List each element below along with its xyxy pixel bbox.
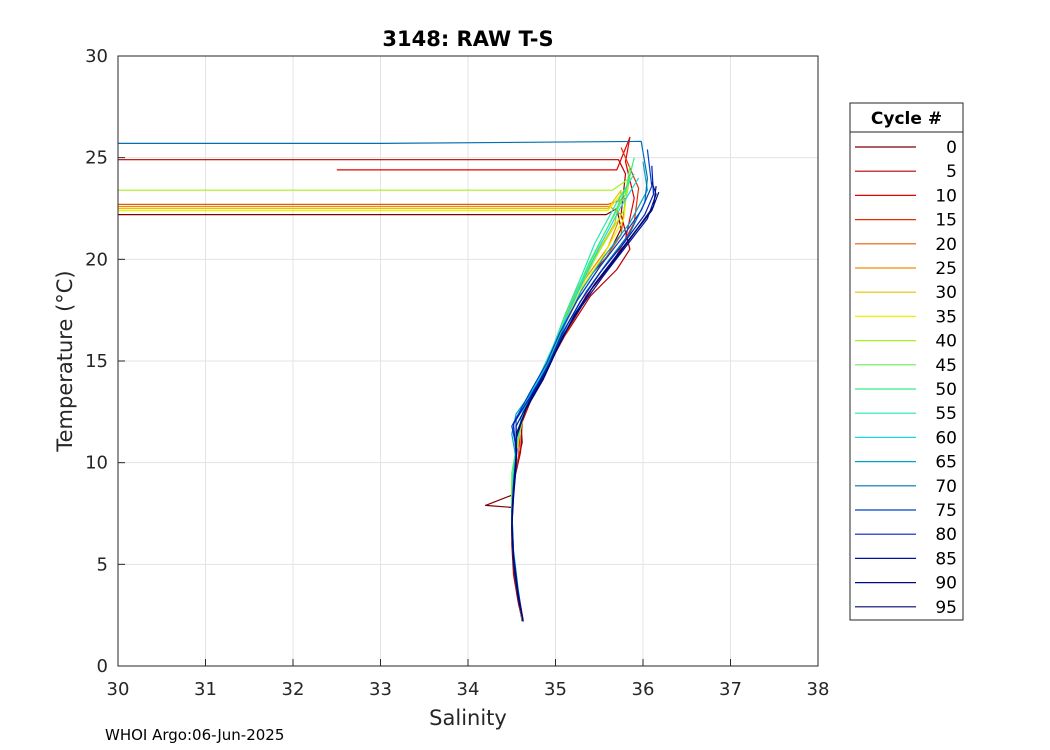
legend-label-18: 90 xyxy=(935,574,957,594)
legend-label-11: 55 xyxy=(935,404,957,424)
legend-label-15: 75 xyxy=(935,501,957,521)
y-tick-label-5: 25 xyxy=(85,148,108,169)
legend-label-7: 35 xyxy=(935,307,957,327)
x-tick-label-4: 34 xyxy=(457,679,480,700)
y-tick-label-1: 5 xyxy=(97,554,108,575)
legend-label-8: 40 xyxy=(935,332,957,352)
footer-credit: WHOI Argo:06-Jun-2025 xyxy=(105,726,284,744)
y-tick-label-4: 20 xyxy=(85,249,108,270)
x-tick-label-5: 35 xyxy=(544,679,567,700)
chart-title: 3148: RAW T-S xyxy=(382,27,553,51)
y-axis: 0 5 10 15 20 25 30 xyxy=(85,46,125,677)
x-tick-label-8: 38 xyxy=(807,679,830,700)
legend-label-1: 5 xyxy=(946,162,957,182)
legend-label-6: 30 xyxy=(935,283,957,303)
y-tick-label-6: 30 xyxy=(85,46,108,67)
y-axis-label: Temperature (°C) xyxy=(53,270,77,452)
legend-label-10: 50 xyxy=(935,380,957,400)
legend-label-17: 85 xyxy=(935,549,957,569)
series-line-19 xyxy=(511,191,660,622)
legend-label-19: 95 xyxy=(935,598,957,618)
legend-label-0: 0 xyxy=(946,138,957,158)
legend-label-9: 45 xyxy=(935,356,957,376)
x-tick-label-6: 36 xyxy=(632,679,655,700)
legend-label-2: 10 xyxy=(935,186,957,206)
legend-title: Cycle # xyxy=(871,109,942,129)
legend-label-12: 60 xyxy=(935,428,957,448)
y-tick-label-0: 0 xyxy=(97,656,108,677)
x-tick-label-7: 37 xyxy=(719,679,742,700)
legend-label-3: 15 xyxy=(935,211,957,231)
x-tick-label-0: 30 xyxy=(107,679,130,700)
x-axis-label: Salinity xyxy=(429,706,507,730)
legend-label-4: 20 xyxy=(935,235,957,255)
legend-label-14: 70 xyxy=(935,477,957,497)
x-tick-label-3: 33 xyxy=(369,679,392,700)
x-tick-label-1: 31 xyxy=(194,679,217,700)
legend-label-5: 25 xyxy=(935,259,957,279)
legend-label-13: 65 xyxy=(935,453,957,473)
legend: Cycle #0 5 10 15 20 25 30 35 40 45 50 55 60 65 70 75 80 8… xyxy=(849,102,964,621)
y-tick-label-3: 15 xyxy=(85,351,108,372)
y-tick-label-2: 10 xyxy=(85,453,108,474)
x-tick-label-2: 32 xyxy=(282,679,305,700)
legend-label-16: 80 xyxy=(935,525,957,545)
x-axis: 30 31 32 33 34 35 36 37 38 xyxy=(107,659,830,700)
data-series xyxy=(118,136,660,622)
